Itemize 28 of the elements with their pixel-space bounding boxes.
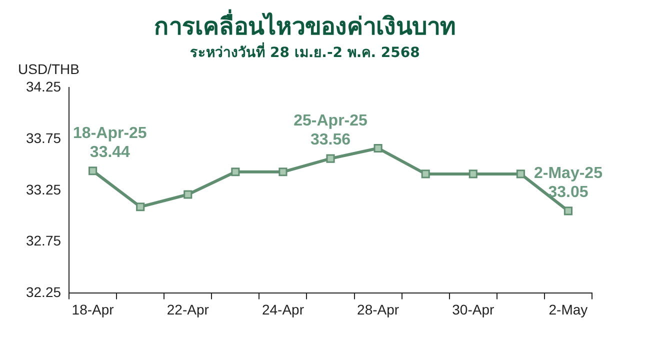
annotation: 18-Apr-25 33.44 <box>73 124 147 161</box>
x-tick-label: 18-Apr <box>72 301 114 318</box>
y-tick-label: 32.75 <box>26 232 62 249</box>
y-tick-label: 34.25 <box>26 78 62 94</box>
point <box>278 168 288 176</box>
point <box>136 202 145 212</box>
point <box>184 190 192 199</box>
y-tick-label: 33.25 <box>26 181 62 198</box>
point <box>421 170 430 178</box>
point <box>374 144 382 153</box>
annotation: 2-May-25 33.05 <box>534 164 603 201</box>
point <box>231 168 240 176</box>
x-tick-label: 24-Apr <box>262 301 304 318</box>
x-tick-label: 28-Apr <box>357 301 400 318</box>
chart-subtitle: ระหว่างวันที่ 28 เม.ย.-2 พ.ค. 2568 <box>190 42 420 61</box>
point <box>516 170 525 178</box>
point <box>326 154 335 163</box>
chart-title: การเคลื่อนไหวของค่าเงินบาท <box>154 8 456 41</box>
x-tick-label: 30-Apr <box>452 301 494 318</box>
y-tick-label: 33.75 <box>26 130 62 146</box>
x-tick-label: 2-May <box>548 301 588 318</box>
y-tick-label: 32.25 <box>26 284 62 300</box>
annotation: 25-Apr-25 33.56 <box>294 112 368 149</box>
x-tick-label: 22-Apr <box>166 301 210 318</box>
point <box>564 206 573 216</box>
point <box>88 166 98 176</box>
y-axis-title: USD/THB <box>18 60 80 77</box>
point <box>468 170 478 178</box>
